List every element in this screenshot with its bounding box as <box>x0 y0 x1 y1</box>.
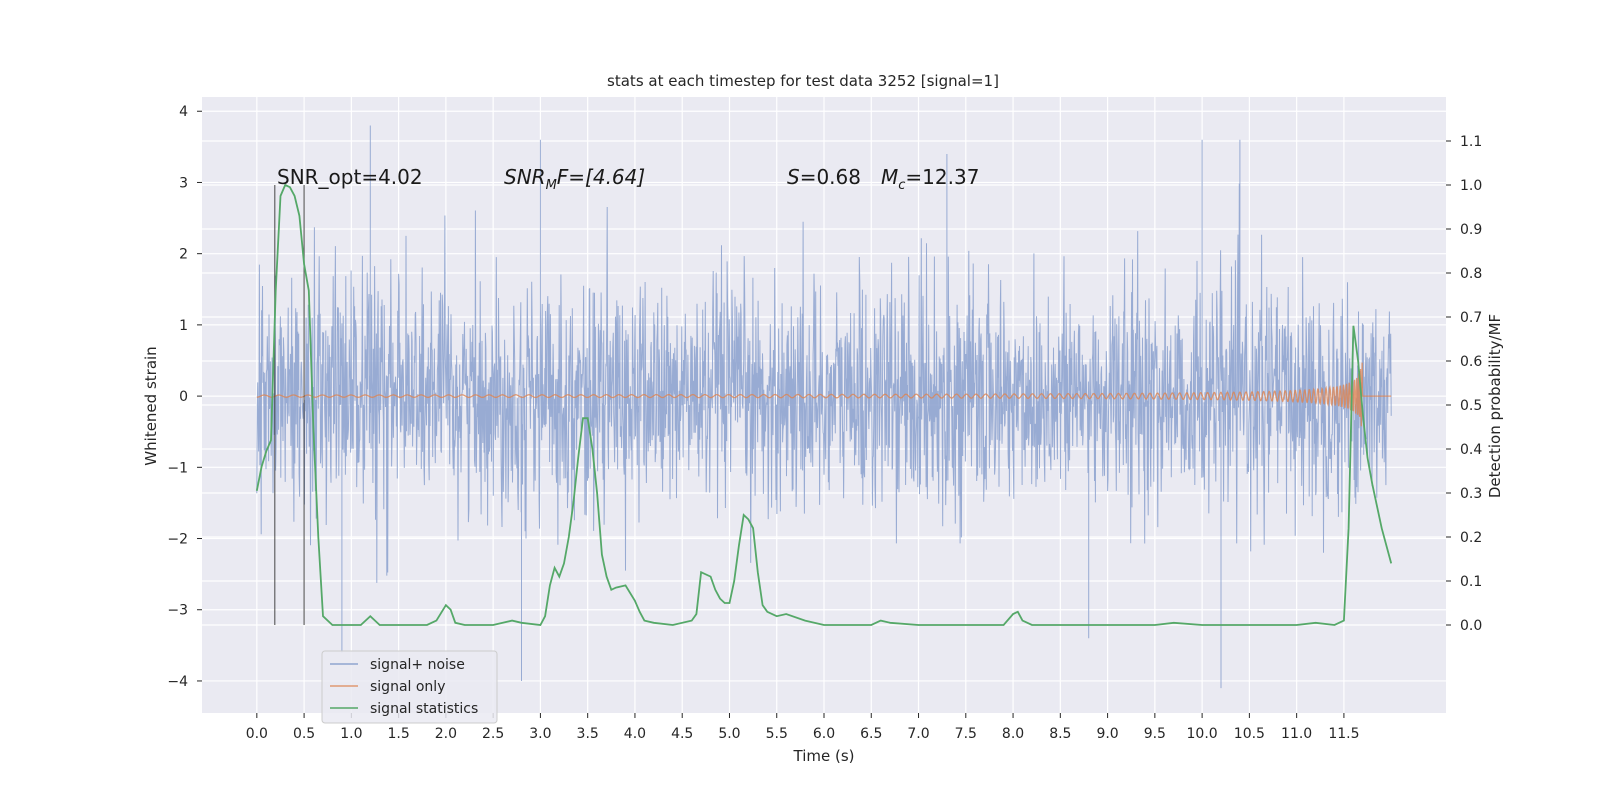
annotation-s: S=0.68 <box>787 165 861 189</box>
annotation-snr-mf: SNRMF=[4.64] <box>504 165 645 193</box>
y-tick-label-7: −3 <box>167 603 188 619</box>
annotation-mc-val: =12.37 <box>905 165 979 189</box>
x-tick-label-21: 10.5 <box>1234 726 1265 742</box>
annotation-snr-mf-main: SNR <box>504 165 546 189</box>
legend-box <box>321 650 498 724</box>
legend-label-noise: signal+ noise <box>370 657 465 673</box>
x-tick-label-3: 1.5 <box>387 726 409 742</box>
noise-line <box>256 125 1392 689</box>
y-right-tick-label-6: 0.5 <box>1460 398 1482 414</box>
x-tick-label-4: 2.0 <box>435 726 457 742</box>
y-tick-label-5: −1 <box>167 460 188 476</box>
x-tick-label-0: 0.0 <box>246 726 268 742</box>
y-tick-label-6: −2 <box>167 532 188 548</box>
x-tick-label-6: 3.0 <box>529 726 551 742</box>
annotation-mc-sym: M <box>881 165 898 189</box>
annotation-mc: Mc=12.37 <box>881 165 979 193</box>
annotation-snr-mf-rest: F=[4.64] <box>557 165 645 189</box>
y-axis-ticks: 4 3 2 1 0 −1 −2 −3 −4 <box>167 104 202 690</box>
x-tick-label-10: 5.0 <box>718 726 740 742</box>
x-tick-label-13: 6.5 <box>860 726 882 742</box>
chart-title: stats at each timestep for test data 325… <box>607 72 999 90</box>
x-tick-label-8: 4.0 <box>624 726 646 742</box>
legend-label-signal: signal only <box>370 679 445 695</box>
y-right-tick-label-3: 0.8 <box>1460 266 1482 282</box>
annotation-mc-sub: c <box>898 178 905 193</box>
y-right-axis-label: Detection probability/MF <box>1486 314 1504 498</box>
y-right-tick-label-11: 0.0 <box>1460 618 1482 634</box>
x-axis-label: Time (s) <box>793 747 855 765</box>
x-tick-label-18: 9.0 <box>1096 726 1118 742</box>
x-tick-label-7: 3.5 <box>577 726 599 742</box>
y-right-tick-label-7: 0.4 <box>1460 442 1482 458</box>
y-tick-label-8: −4 <box>167 674 188 690</box>
x-tick-label-23: 11.5 <box>1328 726 1359 742</box>
x-tick-label-12: 6.0 <box>813 726 835 742</box>
x-tick-label-2: 1.0 <box>340 726 362 742</box>
stats-line <box>255 183 1393 626</box>
y-tick-label-1: 3 <box>179 175 188 191</box>
stats-series <box>255 183 1393 626</box>
annotation-snr-mf-sub: M <box>546 178 557 193</box>
x-tick-label-17: 8.5 <box>1049 726 1071 742</box>
annotation-snr-opt: SNR_opt=4.02 <box>277 165 423 189</box>
y-tick-label-3: 1 <box>179 318 188 334</box>
y-right-tick-label-0: 1.1 <box>1460 134 1482 150</box>
noise-series <box>256 125 1392 689</box>
signal-line <box>256 362 1392 427</box>
y-right-tick-label-8: 0.3 <box>1460 486 1482 502</box>
y-tick-label-2: 2 <box>179 247 188 263</box>
legend: signal+ noise signal only signal statist… <box>321 650 498 724</box>
x-tick-label-14: 7.0 <box>907 726 929 742</box>
annotation-s-sym: S <box>787 165 800 189</box>
x-tick-label-11: 5.5 <box>766 726 788 742</box>
signal-series <box>256 362 1392 427</box>
x-tick-label-5: 2.5 <box>482 726 504 742</box>
y-right-tick-label-4: 0.7 <box>1460 310 1482 326</box>
y-right-axis-ticks: 1.1 1.0 0.9 0.8 0.7 0.6 0.5 0.4 0.3 0.2 0.1 0.0 <box>1446 134 1482 634</box>
annotation-s-val: =0.68 <box>800 165 861 189</box>
legend-label-stats: signal statistics <box>370 701 478 717</box>
y-tick-label-4: 0 <box>179 389 188 405</box>
x-tick-label-1: 0.5 <box>293 726 315 742</box>
x-tick-label-20: 10.0 <box>1187 726 1218 742</box>
annotations: SNR_opt=4.02 SNRMF=[4.64] S=0.68 Mc=12.3… <box>277 165 979 193</box>
y-right-tick-label-2: 0.9 <box>1460 222 1482 238</box>
y-right-tick-label-10: 0.1 <box>1460 574 1482 590</box>
y-axis-label: Whitened strain <box>142 346 160 465</box>
y-right-tick-label-9: 0.2 <box>1460 530 1482 546</box>
y-right-tick-label-1: 1.0 <box>1460 178 1482 194</box>
y-tick-label-0: 4 <box>179 104 188 120</box>
x-tick-label-9: 4.5 <box>671 726 693 742</box>
x-tick-label-16: 8.0 <box>1002 726 1024 742</box>
x-tick-label-19: 9.5 <box>1144 726 1166 742</box>
y-right-tick-label-5: 0.6 <box>1460 354 1482 370</box>
x-axis-ticks: 0.0 0.5 1.0 1.5 2.0 2.5 3.0 3.5 4.0 4.5 5.0 5.5 6.0 6… <box>246 713 1359 742</box>
x-tick-label-22: 11.0 <box>1281 726 1312 742</box>
x-tick-label-15: 7.5 <box>955 726 977 742</box>
